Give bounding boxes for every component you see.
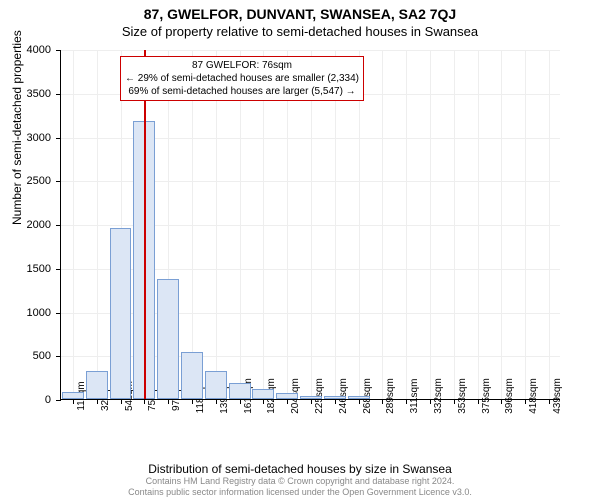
gridline-v (192, 50, 193, 399)
gridline-v (335, 50, 336, 399)
chart-area: 0500100015002000250030003500400011sqm32s… (60, 50, 560, 400)
y-tick-label: 2000 (11, 219, 51, 231)
y-tick (56, 400, 61, 401)
gridline-v (311, 50, 312, 399)
x-tick-label: 353sqm (457, 378, 468, 414)
gridline-v (359, 50, 360, 399)
y-tick (56, 356, 61, 357)
gridline-v (549, 50, 550, 399)
histogram-bar (324, 396, 346, 399)
gridline-v (525, 50, 526, 399)
y-tick-label: 3500 (11, 88, 51, 100)
histogram-bar (252, 389, 274, 399)
x-tick (121, 399, 122, 404)
histogram-bar (348, 396, 370, 399)
gridline-v (216, 50, 217, 399)
x-tick (382, 399, 383, 404)
x-tick-label: 396sqm (504, 378, 515, 414)
x-tick (73, 399, 74, 404)
annotation-line3: 69% of semi-detached houses are larger (… (125, 85, 359, 98)
gridline-v (501, 50, 502, 399)
gridline-v (454, 50, 455, 399)
histogram-bar (276, 393, 298, 399)
x-tick (359, 399, 360, 404)
x-tick (240, 399, 241, 404)
x-tick (430, 399, 431, 404)
y-tick (56, 50, 61, 51)
chart-title-main: 87, GWELFOR, DUNVANT, SWANSEA, SA2 7QJ (0, 0, 600, 22)
gridline-v (263, 50, 264, 399)
y-tick-label: 1000 (11, 307, 51, 319)
x-tick (287, 399, 288, 404)
x-tick (478, 399, 479, 404)
y-tick (56, 313, 61, 314)
x-tick (501, 399, 502, 404)
gridline-v (240, 50, 241, 399)
y-tick-label: 3000 (11, 132, 51, 144)
x-tick (168, 399, 169, 404)
gridline-v (287, 50, 288, 399)
y-tick-label: 500 (11, 350, 51, 362)
footer-line2: Contains public sector information licen… (0, 487, 600, 498)
x-tick (263, 399, 264, 404)
histogram-bar (86, 371, 108, 399)
x-tick (97, 399, 98, 404)
x-tick (335, 399, 336, 404)
y-tick-label: 0 (11, 394, 51, 406)
x-tick (406, 399, 407, 404)
gridline-v (430, 50, 431, 399)
y-tick (56, 181, 61, 182)
y-tick (56, 138, 61, 139)
x-tick (216, 399, 217, 404)
x-tick-label: 311sqm (409, 379, 420, 414)
histogram-bar (300, 396, 322, 400)
x-tick-label: 375sqm (481, 378, 492, 414)
y-tick (56, 269, 61, 270)
y-tick-label: 4000 (11, 44, 51, 56)
histogram-bar (110, 228, 132, 399)
x-axis-title: Distribution of semi-detached houses by … (0, 462, 600, 476)
x-tick (311, 399, 312, 404)
x-tick (525, 399, 526, 404)
footer: Contains HM Land Registry data © Crown c… (0, 476, 600, 498)
x-tick-label: 418sqm (528, 378, 539, 414)
x-tick-label: 439sqm (552, 378, 563, 414)
x-tick (549, 399, 550, 404)
y-tick-label: 2500 (11, 175, 51, 187)
histogram-bar (205, 371, 227, 399)
x-tick-label: 332sqm (433, 378, 444, 414)
y-tick (56, 94, 61, 95)
gridline-v (73, 50, 74, 399)
gridline-v (97, 50, 98, 399)
x-tick (192, 399, 193, 404)
footer-line1: Contains HM Land Registry data © Crown c… (0, 476, 600, 487)
chart-title-sub: Size of property relative to semi-detach… (0, 22, 600, 39)
property-marker-line (144, 50, 146, 399)
annotation-line1: 87 GWELFOR: 76sqm (125, 59, 359, 72)
gridline-v (478, 50, 479, 399)
x-tick (454, 399, 455, 404)
histogram-bar (229, 383, 251, 399)
annotation-box: 87 GWELFOR: 76sqm ← 29% of semi-detached… (120, 56, 364, 101)
histogram-bar (157, 279, 179, 399)
gridline-v (382, 50, 383, 399)
gridline-v (406, 50, 407, 399)
x-tick (144, 399, 145, 404)
annotation-line2: ← 29% of semi-detached houses are smalle… (125, 72, 359, 85)
x-tick-label: 289sqm (385, 378, 396, 414)
histogram-bar (181, 352, 203, 399)
y-axis-title: Number of semi-detached properties (10, 30, 24, 225)
y-tick (56, 225, 61, 226)
histogram-bar (62, 392, 84, 399)
y-tick-label: 1500 (11, 263, 51, 275)
plot-region: 0500100015002000250030003500400011sqm32s… (60, 50, 560, 400)
